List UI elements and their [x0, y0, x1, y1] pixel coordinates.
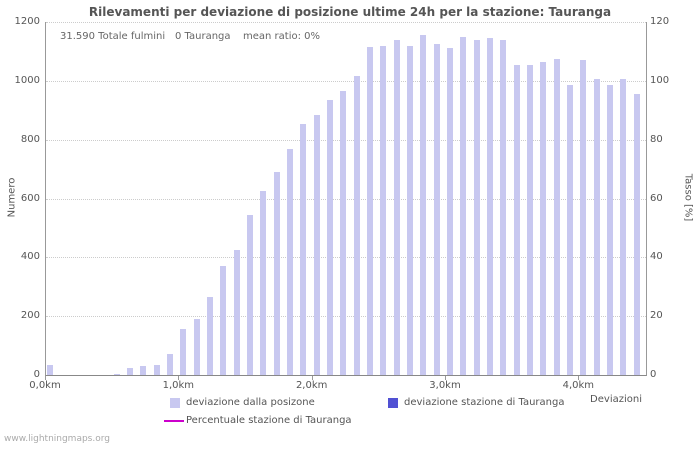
bar-deviation — [287, 148, 293, 375]
bar-deviation — [127, 367, 133, 375]
x-tick-mark — [311, 376, 313, 380]
bar-deviation — [260, 191, 267, 375]
bar-deviation — [593, 79, 600, 375]
bar-deviation — [567, 85, 573, 375]
bar-deviation — [393, 39, 400, 375]
x-tick-label: 2,0km — [295, 380, 328, 391]
gridline — [46, 22, 646, 23]
annotation-total-lightning: 31.590 Totale fulmini — [60, 31, 166, 42]
bar-deviation — [327, 99, 333, 375]
bar-deviation — [500, 39, 507, 375]
bar-deviation — [607, 85, 613, 375]
legend-line-percent — [164, 420, 184, 422]
y-tick-label-left: 200 — [20, 310, 40, 322]
x-tick-label: 4,0km — [562, 380, 595, 391]
y-tick-label-right: 80 — [650, 133, 663, 145]
legend-swatch-station — [388, 398, 398, 408]
bar-deviation — [233, 249, 240, 375]
y-tick-label-left: 1200 — [14, 16, 40, 27]
bar-deviation — [113, 374, 120, 375]
x-tick-label: 1,0km — [162, 380, 195, 391]
legend-label-station: deviazione stazione di Tauranga — [404, 397, 565, 408]
x-tick-mark — [45, 376, 46, 380]
legend-label-deviation: deviazione dalla posizone — [186, 397, 315, 408]
y-tick-label-right: 120 — [650, 16, 670, 27]
y-tick-label-left: 800 — [20, 133, 40, 145]
bar-deviation — [180, 329, 187, 375]
legend-swatch-deviation — [170, 398, 180, 408]
y-tick-label-right: 40 — [650, 251, 663, 263]
bar-deviation — [313, 114, 320, 375]
annotation-station-count: 0 Tauranga — [175, 31, 231, 42]
bar-deviation — [300, 123, 307, 375]
bar-deviation — [487, 38, 493, 375]
bar-deviation — [420, 35, 427, 375]
x-tick-mark — [578, 376, 580, 380]
bar-deviation — [580, 60, 587, 375]
x-tick-label: 3,0km — [429, 380, 461, 391]
bar-deviation — [473, 39, 480, 375]
bar-deviation — [433, 44, 440, 375]
bar-deviation — [340, 91, 347, 375]
chart-title: Rilevamenti per deviazione di posizione … — [88, 5, 612, 19]
x-axis-title: Deviazioni — [590, 394, 642, 405]
y-tick-label-left: 600 — [20, 192, 40, 204]
bar-deviation — [633, 94, 640, 375]
x-tick-mark — [178, 376, 180, 380]
bar-deviation — [407, 45, 413, 375]
y-tick-label-left: 400 — [20, 251, 40, 263]
annotation-mean-ratio: mean ratio: 0% — [243, 31, 321, 42]
bar-deviation — [247, 214, 253, 375]
x-tick-label: 0,0km — [29, 380, 61, 391]
bar-deviation — [153, 364, 160, 375]
bar-deviation — [380, 45, 387, 375]
bar-deviation — [273, 172, 280, 375]
y-tick-label-right: 60 — [650, 192, 663, 204]
bar-deviation — [167, 354, 173, 375]
y-axis-title-right: Tasso [%] — [682, 173, 694, 222]
bar-deviation — [553, 58, 560, 375]
y-tick-label-right: 0 — [650, 369, 657, 380]
bar-deviation — [140, 366, 147, 375]
bar-deviation — [447, 48, 453, 375]
legend-label-percent: Percentuale stazione di Tauranga — [186, 415, 352, 426]
bar-deviation — [513, 64, 520, 375]
y-tick-label-right: 20 — [650, 310, 663, 322]
bar-deviation — [540, 61, 547, 375]
bar-deviation — [47, 364, 53, 375]
bar-deviation — [220, 266, 227, 375]
watermark: www.lightningmaps.org — [4, 434, 110, 444]
bar-deviation — [353, 76, 360, 375]
y-tick-label-left: 0 — [33, 369, 40, 380]
plot-area — [45, 22, 647, 376]
gridline — [46, 80, 646, 82]
bar-deviation — [207, 297, 213, 375]
bar-deviation — [620, 79, 627, 375]
y-tick-label-left: 1000 — [14, 74, 40, 86]
bar-deviation — [460, 36, 467, 375]
bar-deviation — [367, 47, 373, 375]
bar-deviation — [193, 319, 200, 375]
x-tick-mark — [445, 376, 446, 380]
bar-deviation — [527, 64, 533, 375]
y-tick-label-right: 100 — [650, 74, 670, 86]
